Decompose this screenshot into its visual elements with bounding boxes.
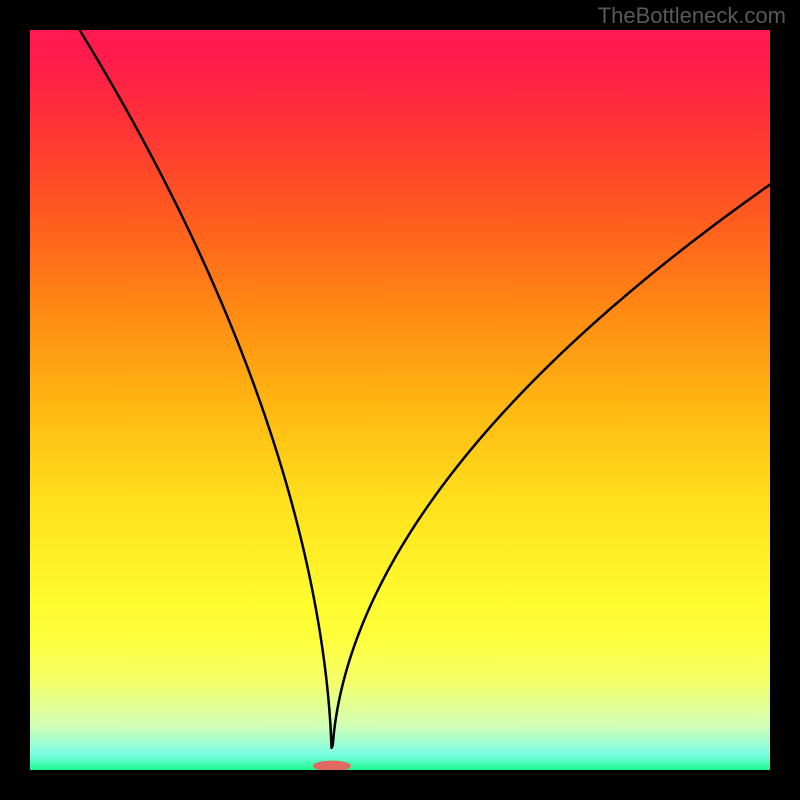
chart-stage: TheBottleneck.com xyxy=(0,0,800,800)
gradient-background xyxy=(30,30,770,770)
plot-area xyxy=(30,30,770,770)
watermark-text: TheBottleneck.com xyxy=(598,3,786,29)
